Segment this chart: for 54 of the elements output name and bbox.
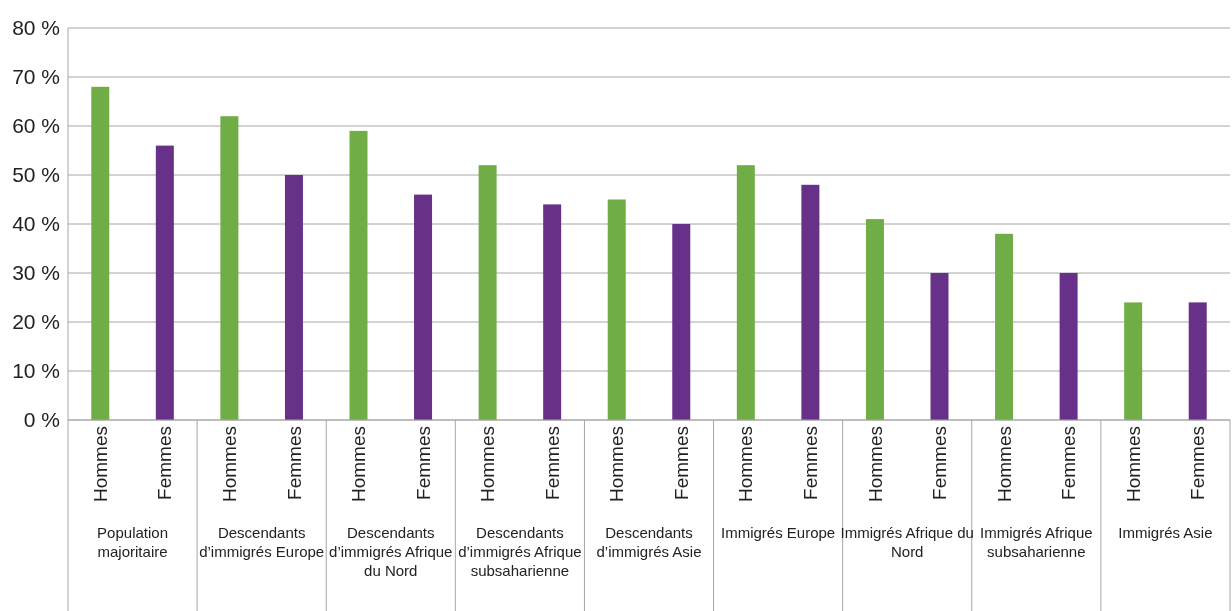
- bar: [930, 273, 949, 420]
- bar: [1059, 273, 1078, 420]
- y-tick-label: 10 %: [12, 359, 60, 383]
- text: Femmes: [800, 426, 822, 500]
- text: Hommes: [1122, 426, 1144, 503]
- text: Hommes: [477, 426, 499, 503]
- y-tick-label: 0 %: [23, 408, 60, 432]
- x-tick-label: Immigrés Europe: [721, 524, 836, 541]
- y-tick-label: 70 %: [12, 65, 60, 89]
- x-tick-label: Descendants d’immigrés Afrique du Nord: [329, 524, 453, 579]
- text: Femmes: [541, 426, 563, 500]
- x-tick-label: Immigrés Afrique du Nord: [840, 524, 974, 560]
- bar: [995, 233, 1014, 420]
- text: Hommes: [606, 426, 628, 503]
- x-tick-label: Descendants d’immigrés Afrique subsaharienne: [458, 524, 582, 579]
- x-tick-label: Population majoritaire: [97, 524, 169, 560]
- bar: [543, 204, 562, 420]
- x-tick-label: Immigrés Asie: [1118, 524, 1213, 541]
- text: Hommes: [89, 426, 111, 503]
- y-tick-label: 20 %: [12, 310, 60, 334]
- bar: [478, 165, 497, 420]
- text: Femmes: [283, 426, 305, 500]
- text: Hommes: [348, 426, 370, 503]
- bar: [1124, 302, 1143, 420]
- text: Femmes: [929, 426, 951, 500]
- text: Hommes: [993, 426, 1015, 503]
- bar: [155, 145, 174, 420]
- y-tick-label: 40 %: [12, 212, 60, 236]
- text: Femmes: [1058, 426, 1080, 500]
- bar: [349, 130, 368, 420]
- text: Femmes: [412, 426, 434, 500]
- y-tick-label: 50 %: [12, 163, 60, 187]
- text: Femmes: [154, 426, 176, 500]
- bar: [220, 116, 239, 420]
- y-tick-label: 30 %: [12, 261, 60, 285]
- text: Femmes: [1187, 426, 1209, 500]
- bar: [607, 199, 626, 420]
- text: Hommes: [735, 426, 757, 503]
- y-tick-label: 80 %: [12, 16, 60, 40]
- x-tick-label: Descendants d’immigrés Asie: [596, 524, 702, 560]
- text: Femmes: [670, 426, 692, 500]
- bar: [91, 86, 110, 420]
- bar: [284, 175, 303, 420]
- text: Hommes: [864, 426, 886, 503]
- y-tick-label: 60 %: [12, 114, 60, 138]
- bar: [672, 224, 691, 420]
- bar: [865, 219, 884, 420]
- bar: [1188, 302, 1207, 420]
- x-tick-label: Immigrés Afrique subsaharienne: [980, 524, 1093, 560]
- bar: [414, 194, 433, 420]
- bar: [801, 184, 820, 420]
- x-tick-label: Descendants d’immigrés Europe: [199, 524, 325, 560]
- bar: [736, 165, 755, 420]
- text: Hommes: [219, 426, 241, 503]
